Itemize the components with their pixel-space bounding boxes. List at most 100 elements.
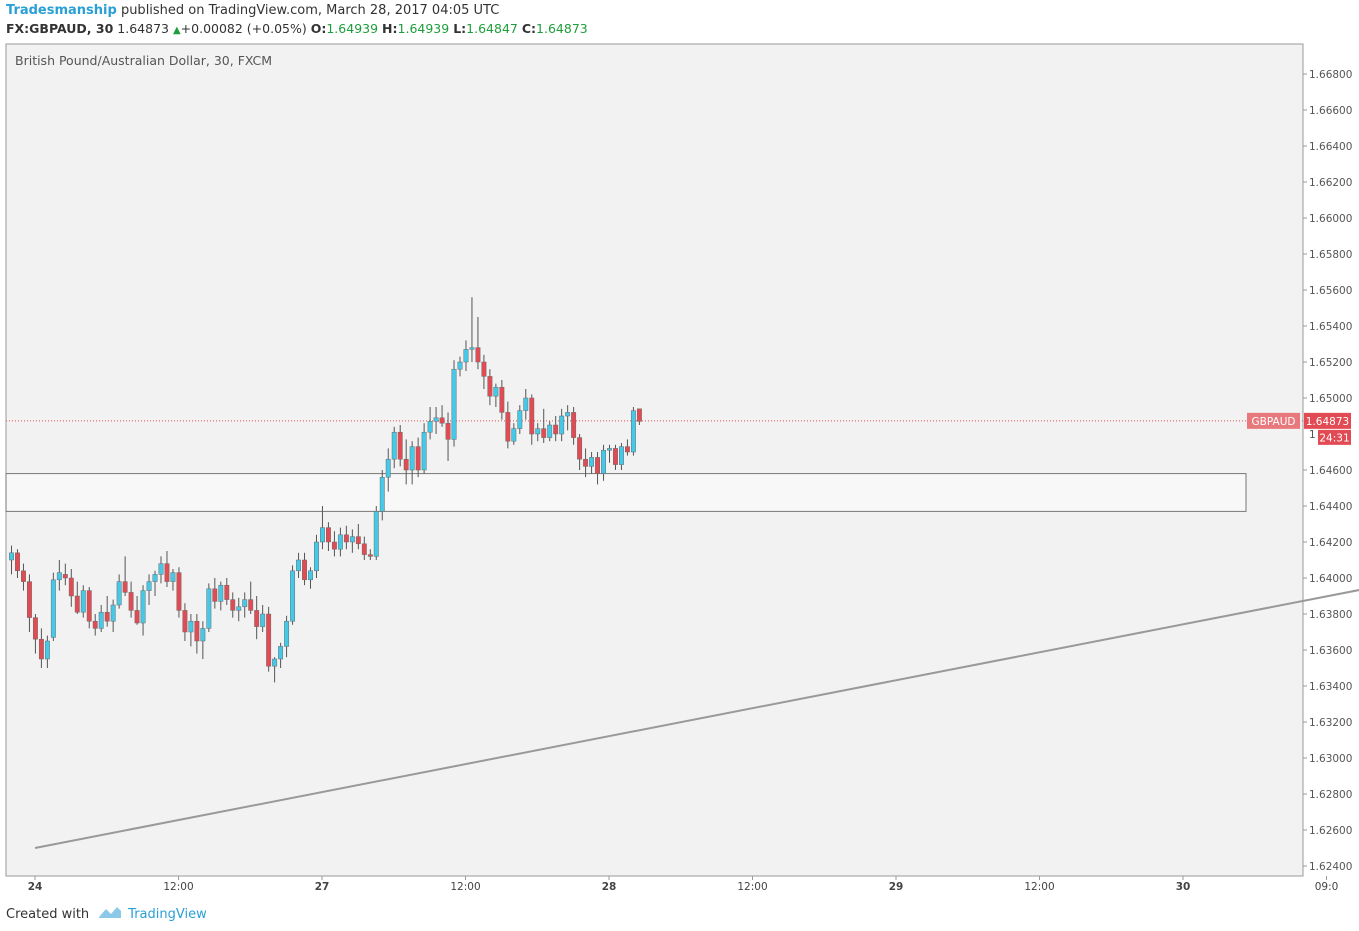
candle-down[interactable] [541, 408, 547, 443]
candle-down[interactable] [182, 603, 188, 641]
candle-up[interactable] [170, 569, 176, 591]
candle-up[interactable] [188, 614, 194, 647]
candle-down[interactable] [397, 425, 403, 467]
candle-up[interactable] [559, 408, 565, 442]
candle-down[interactable] [355, 524, 361, 550]
candle-down[interactable] [445, 412, 451, 461]
candle-down[interactable] [104, 596, 110, 627]
candle-down[interactable] [343, 525, 349, 550]
candle-up[interactable] [457, 356, 463, 377]
candle-down[interactable] [499, 380, 505, 420]
candle-up[interactable] [607, 444, 612, 463]
candle-down[interactable] [86, 587, 92, 629]
candle-up[interactable] [433, 407, 439, 434]
candle-down[interactable] [636, 408, 642, 425]
candle-up[interactable] [218, 581, 224, 611]
candle-up[interactable] [296, 552, 301, 578]
candle-down[interactable] [553, 416, 559, 442]
candle-up[interactable] [565, 405, 571, 431]
candle-up[interactable] [110, 599, 116, 632]
candle-down[interactable] [361, 536, 367, 560]
candle-up[interactable] [589, 452, 595, 474]
candle-down[interactable] [577, 434, 583, 470]
candle-up[interactable] [308, 567, 313, 589]
candle-down[interactable] [194, 614, 200, 654]
candle-up[interactable] [463, 340, 469, 371]
tradingview-logo-icon[interactable] [98, 905, 122, 923]
candle-down[interactable] [403, 439, 409, 485]
candle-up[interactable] [116, 574, 122, 609]
candle-up[interactable] [236, 597, 242, 622]
candle-down[interactable] [613, 444, 618, 470]
author-link[interactable]: Tradesmanship [6, 3, 117, 18]
candle-down[interactable] [21, 563, 26, 591]
candle-down[interactable] [26, 574, 32, 632]
candle-down[interactable] [230, 592, 236, 618]
candle-up[interactable] [511, 423, 517, 445]
candle-up[interactable] [630, 407, 636, 456]
candle-up[interactable] [50, 572, 56, 641]
candle-down[interactable] [128, 581, 134, 618]
candle-up[interactable] [98, 605, 104, 632]
candle-up[interactable] [517, 405, 523, 434]
candle-up[interactable] [80, 585, 86, 618]
candle-up[interactable] [56, 560, 62, 591]
candle-down[interactable] [248, 581, 254, 614]
candle-up[interactable] [44, 635, 50, 668]
candle-down[interactable] [367, 549, 373, 560]
candle-up[interactable] [619, 443, 624, 470]
candle-up[interactable] [337, 527, 343, 557]
candle-down[interactable] [487, 369, 493, 406]
candle-up[interactable] [547, 421, 553, 442]
candle-up[interactable] [278, 642, 284, 668]
candle-down[interactable] [529, 394, 535, 445]
candle-up[interactable] [284, 615, 290, 658]
candle-up[interactable] [385, 448, 391, 492]
candle-up[interactable] [535, 423, 541, 442]
candle-up[interactable] [260, 605, 266, 632]
support-zone[interactable] [5, 473, 1247, 512]
candle-down[interactable] [583, 448, 589, 478]
rising-support-trendline[interactable] [34, 231, 1359, 849]
candle-up[interactable] [523, 389, 529, 420]
candle-down[interactable] [595, 452, 600, 485]
candle-down[interactable] [571, 407, 577, 445]
candle-up[interactable] [409, 441, 415, 485]
candle-up[interactable] [152, 570, 158, 596]
candle-down[interactable] [481, 354, 487, 389]
candle-up[interactable] [9, 545, 14, 575]
candle-down[interactable] [325, 522, 331, 551]
candle-up[interactable] [427, 407, 433, 440]
candle-up[interactable] [242, 592, 248, 618]
candle-down[interactable] [302, 552, 307, 586]
plot-area[interactable] [5, 43, 1304, 877]
candle-up[interactable] [290, 565, 296, 625]
candle-down[interactable] [134, 596, 140, 625]
candle-down[interactable] [415, 437, 421, 478]
candle-down[interactable] [624, 439, 630, 456]
candle-down[interactable] [15, 549, 20, 578]
candle-up[interactable] [314, 534, 319, 578]
candle-up[interactable] [140, 585, 146, 636]
candle-up[interactable] [373, 506, 379, 560]
candle-down[interactable] [439, 405, 445, 427]
candle-up[interactable] [601, 444, 606, 481]
candle-up[interactable] [469, 297, 475, 362]
candle-down[interactable] [92, 614, 98, 636]
candle-down[interactable] [32, 614, 38, 654]
candle-up[interactable] [349, 529, 355, 553]
candle-down[interactable] [224, 578, 230, 605]
candle-up[interactable] [206, 583, 212, 632]
candle-up[interactable] [146, 574, 152, 605]
candle-down[interactable] [74, 581, 80, 614]
candle-up[interactable] [158, 556, 164, 584]
candle-up[interactable] [320, 506, 325, 550]
candle-up[interactable] [493, 383, 499, 407]
candle-down[interactable] [254, 596, 260, 640]
candle-down[interactable] [212, 578, 218, 609]
candle-down[interactable] [68, 569, 74, 607]
candle-down[interactable] [164, 551, 170, 587]
candle-up[interactable] [451, 360, 457, 447]
candle-down[interactable] [176, 567, 182, 618]
